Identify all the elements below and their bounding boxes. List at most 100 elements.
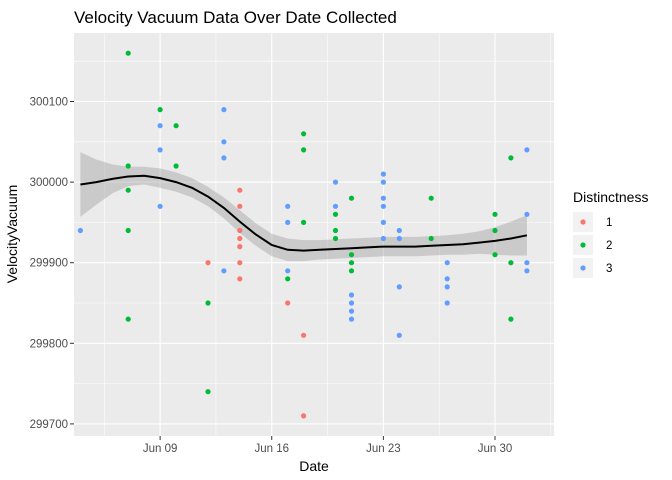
data-points xyxy=(77,50,530,419)
data-point-group-2 xyxy=(332,211,339,217)
data-point-group-2 xyxy=(205,300,211,306)
legend-key-2 xyxy=(580,242,586,248)
data-point-group-2 xyxy=(173,123,179,129)
data-point-group-1 xyxy=(237,187,243,193)
data-point-group-3 xyxy=(444,300,450,306)
legend: Distinctness 1 2 3 xyxy=(573,189,648,278)
data-point-group-3 xyxy=(380,235,386,242)
data-point-group-3 xyxy=(380,195,386,201)
legend-label-2: 2 xyxy=(606,240,612,252)
x-axis: Jun 09 Jun 16 Jun 23 Jun 30 xyxy=(143,436,512,455)
data-point-group-2 xyxy=(157,107,163,113)
data-point-group-3 xyxy=(221,139,227,145)
data-point-group-3 xyxy=(396,235,402,242)
data-point-group-2 xyxy=(492,227,498,234)
data-point-group-3 xyxy=(444,260,450,266)
data-point-group-3 xyxy=(332,179,339,185)
data-point-group-1 xyxy=(301,413,307,419)
y-tick-label: 300000 xyxy=(30,177,68,189)
data-point-group-3 xyxy=(157,203,163,209)
data-point-group-3 xyxy=(157,123,163,129)
data-point-group-2 xyxy=(332,227,339,234)
data-point-group-2 xyxy=(332,235,339,242)
y-axis: 299700 299800 299900 300000 300100 xyxy=(30,97,74,431)
data-point-group-1 xyxy=(205,260,211,266)
y-axis-title: VelocityVacuum xyxy=(4,185,20,284)
confidence-ribbon xyxy=(80,152,527,262)
data-point-group-1 xyxy=(237,244,243,250)
data-point-group-2 xyxy=(348,252,355,258)
x-tick-label: Jun 16 xyxy=(254,443,289,455)
data-point-group-2 xyxy=(125,50,131,56)
data-point-group-1 xyxy=(285,300,291,306)
data-point-group-3 xyxy=(285,203,291,209)
data-point-group-1 xyxy=(301,332,307,338)
y-tick-label: 300100 xyxy=(30,97,68,109)
data-point-group-2 xyxy=(205,389,211,395)
y-tick-label: 299900 xyxy=(30,258,68,270)
data-point-group-3 xyxy=(348,292,355,298)
legend-label-3: 3 xyxy=(606,263,612,275)
data-point-group-3 xyxy=(396,284,402,290)
data-point-group-1 xyxy=(237,235,243,242)
major-gridlines xyxy=(74,33,554,436)
data-point-group-3 xyxy=(348,316,355,322)
data-point-group-2 xyxy=(428,235,434,242)
chart-title: Velocity Vacuum Data Over Date Collected xyxy=(74,8,397,27)
data-point-group-2 xyxy=(285,276,291,282)
data-point-group-2 xyxy=(348,268,355,274)
data-point-group-3 xyxy=(524,211,530,217)
data-point-group-3 xyxy=(285,219,291,225)
x-tick-label: Jun 23 xyxy=(366,443,401,455)
x-axis-title: Date xyxy=(299,458,329,474)
data-point-group-3 xyxy=(524,147,530,153)
data-point-group-3 xyxy=(380,203,386,209)
confidence-band xyxy=(80,152,527,262)
data-point-group-2 xyxy=(508,155,514,161)
data-point-group-2 xyxy=(173,163,179,169)
data-point-group-1 xyxy=(237,203,243,209)
legend-key-1 xyxy=(580,219,586,225)
data-point-group-3 xyxy=(348,300,355,306)
y-tick-label: 299800 xyxy=(30,338,68,350)
data-point-group-3 xyxy=(444,276,450,282)
data-point-group-2 xyxy=(301,219,307,225)
data-point-group-3 xyxy=(348,308,355,314)
data-point-group-2 xyxy=(125,187,131,193)
data-point-group-2 xyxy=(125,163,131,169)
data-point-group-3 xyxy=(77,227,83,234)
minor-gridlines xyxy=(74,33,554,436)
data-point-group-3 xyxy=(524,260,530,266)
data-point-group-2 xyxy=(301,131,307,137)
data-point-group-2 xyxy=(428,195,434,201)
legend-key-3 xyxy=(580,265,586,271)
plot-panel xyxy=(74,33,554,436)
legend-title: Distinctness xyxy=(573,189,648,205)
y-tick-label: 299700 xyxy=(30,419,68,431)
data-point-group-3 xyxy=(285,268,291,274)
x-tick-label: Jun 09 xyxy=(143,443,178,455)
data-point-group-2 xyxy=(508,316,514,322)
data-point-group-2 xyxy=(348,195,355,201)
data-point-group-2 xyxy=(125,227,131,234)
smooth-trend-line xyxy=(80,174,528,252)
data-point-group-1 xyxy=(237,260,243,266)
data-point-group-3 xyxy=(221,155,227,161)
data-point-group-3 xyxy=(444,284,450,290)
data-point-group-2 xyxy=(301,147,307,153)
data-point-group-2 xyxy=(348,260,355,266)
data-point-group-3 xyxy=(380,179,386,185)
x-tick-label: Jun 30 xyxy=(478,443,513,455)
data-point-group-3 xyxy=(157,147,163,153)
data-point-group-2 xyxy=(125,316,131,322)
data-point-group-2 xyxy=(492,211,498,217)
data-point-group-3 xyxy=(221,107,227,113)
smooth-line xyxy=(80,174,528,252)
data-point-group-3 xyxy=(524,268,530,274)
legend-label-1: 1 xyxy=(606,217,612,229)
data-point-group-2 xyxy=(508,260,514,266)
data-point-group-1 xyxy=(237,227,243,234)
data-point-group-2 xyxy=(492,252,498,258)
data-point-group-3 xyxy=(332,203,339,209)
